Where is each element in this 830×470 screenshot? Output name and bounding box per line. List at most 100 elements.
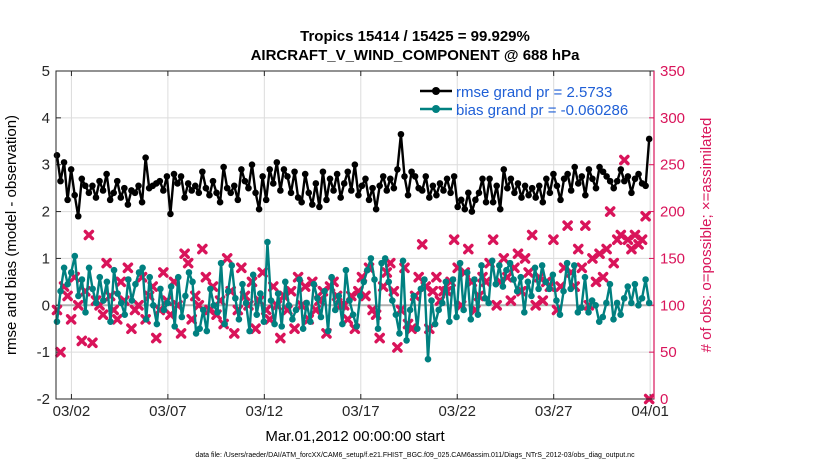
bias-point (67, 269, 75, 276)
rmse-point (362, 175, 369, 183)
rmse-point (255, 205, 263, 213)
rmse-point (564, 170, 571, 178)
bias-point (278, 323, 286, 330)
left-y-tick-label: 5 (42, 63, 50, 80)
rmse-point (202, 184, 210, 192)
legend: rmse grand pr = 2.5733 bias grand pr = -… (420, 84, 628, 119)
bias-point (92, 299, 100, 307)
bias-point (353, 323, 360, 330)
series-group (51, 130, 655, 405)
bias-point (474, 311, 482, 318)
bias-point (107, 318, 114, 325)
obs-assimilated-marker (101, 257, 112, 269)
bias-point (442, 278, 450, 286)
bias-point (89, 285, 96, 293)
bias-point (174, 273, 182, 281)
bias-point (110, 266, 118, 274)
bias-point (349, 311, 357, 318)
rmse-point (245, 184, 252, 192)
obs-assimilated-marker (264, 314, 276, 325)
bias-point (303, 299, 310, 307)
bias-point (139, 264, 146, 272)
chart-title-line1: Tropics 15414 / 15425 = 99.929% (300, 28, 530, 45)
bias-point (428, 297, 435, 304)
rmse-point (635, 170, 642, 178)
rmse-point (96, 177, 103, 185)
rmse-point (578, 173, 586, 180)
obs-assimilated-marker (122, 262, 134, 274)
bias-point (396, 330, 403, 337)
rmse-point (216, 198, 224, 206)
bias-point (314, 294, 321, 302)
obs-assimilated-marker (76, 335, 88, 347)
rmse-point (511, 189, 518, 197)
bias-point (545, 285, 553, 293)
rmse-point (525, 191, 532, 199)
rmse-point (220, 163, 227, 171)
rmse-point (64, 196, 71, 204)
rmse-point (340, 180, 348, 187)
rmse-point (262, 196, 270, 204)
obs-assimilated-marker (175, 328, 187, 339)
bias-point (157, 285, 164, 293)
obs-assimilated-marker (72, 299, 84, 311)
rmse-point (138, 198, 146, 206)
rmse-line (55, 133, 651, 218)
bias-point (456, 259, 464, 267)
bias-point (406, 306, 414, 314)
obs-assimilated-marker (360, 290, 371, 302)
rmse-point (142, 154, 149, 161)
bias-point (78, 276, 86, 283)
bias-point (221, 320, 228, 328)
bias-point (153, 320, 161, 328)
left-y-axis-ticks: -2 -1 0 1 2 3 4 5 (37, 63, 61, 408)
rmse-point (589, 175, 596, 183)
rmse-point (319, 168, 327, 176)
rmse-point (291, 168, 298, 176)
bias-point (620, 294, 628, 302)
bias-point (542, 278, 550, 286)
x-tick-label: 03/17 (342, 403, 380, 420)
rmse-point (610, 184, 618, 192)
bias-point (60, 264, 68, 272)
bias-point (553, 297, 560, 304)
bias-point (321, 287, 328, 295)
obs-assimilated-marker (622, 234, 634, 245)
rmse-point (301, 170, 309, 178)
bias-point (117, 299, 125, 307)
rmse-point (557, 196, 564, 204)
bias-point (399, 257, 407, 265)
rmse-point (440, 187, 447, 194)
bias-point (356, 292, 364, 300)
bias-line (55, 240, 651, 361)
obs-assimilated-marker (519, 253, 531, 264)
rmse-point (248, 161, 256, 169)
right-y-tick-label: 0 (660, 391, 668, 408)
obs-assimilated-marker (416, 239, 428, 250)
bias-point (492, 280, 500, 288)
bias-point (149, 301, 157, 309)
bias-point (567, 285, 574, 293)
rmse-point (472, 196, 479, 204)
rmse-point (53, 152, 61, 159)
bias-point (410, 292, 418, 300)
rmse-point (74, 212, 82, 220)
rmse-point (450, 173, 458, 180)
rmse-point (429, 182, 437, 190)
bias-point (510, 276, 517, 283)
obs-assimilated-marker (572, 243, 584, 255)
rmse-point (404, 191, 412, 199)
obs-assimilated-marker (498, 253, 510, 264)
rmse-point (596, 163, 603, 171)
bias-point (367, 255, 375, 262)
bias-point (478, 262, 485, 269)
obs-assimilated-marker (200, 271, 212, 283)
bias-point (460, 306, 467, 314)
rmse-point (631, 175, 639, 183)
right-y-tick-label: 250 (660, 157, 685, 174)
bias-point (75, 292, 82, 300)
obs-assimilated-marker (133, 299, 144, 311)
bias-point (585, 309, 592, 316)
right-y-axis-ticks: 0 50 100 150 200 250 300 350 (649, 63, 685, 408)
